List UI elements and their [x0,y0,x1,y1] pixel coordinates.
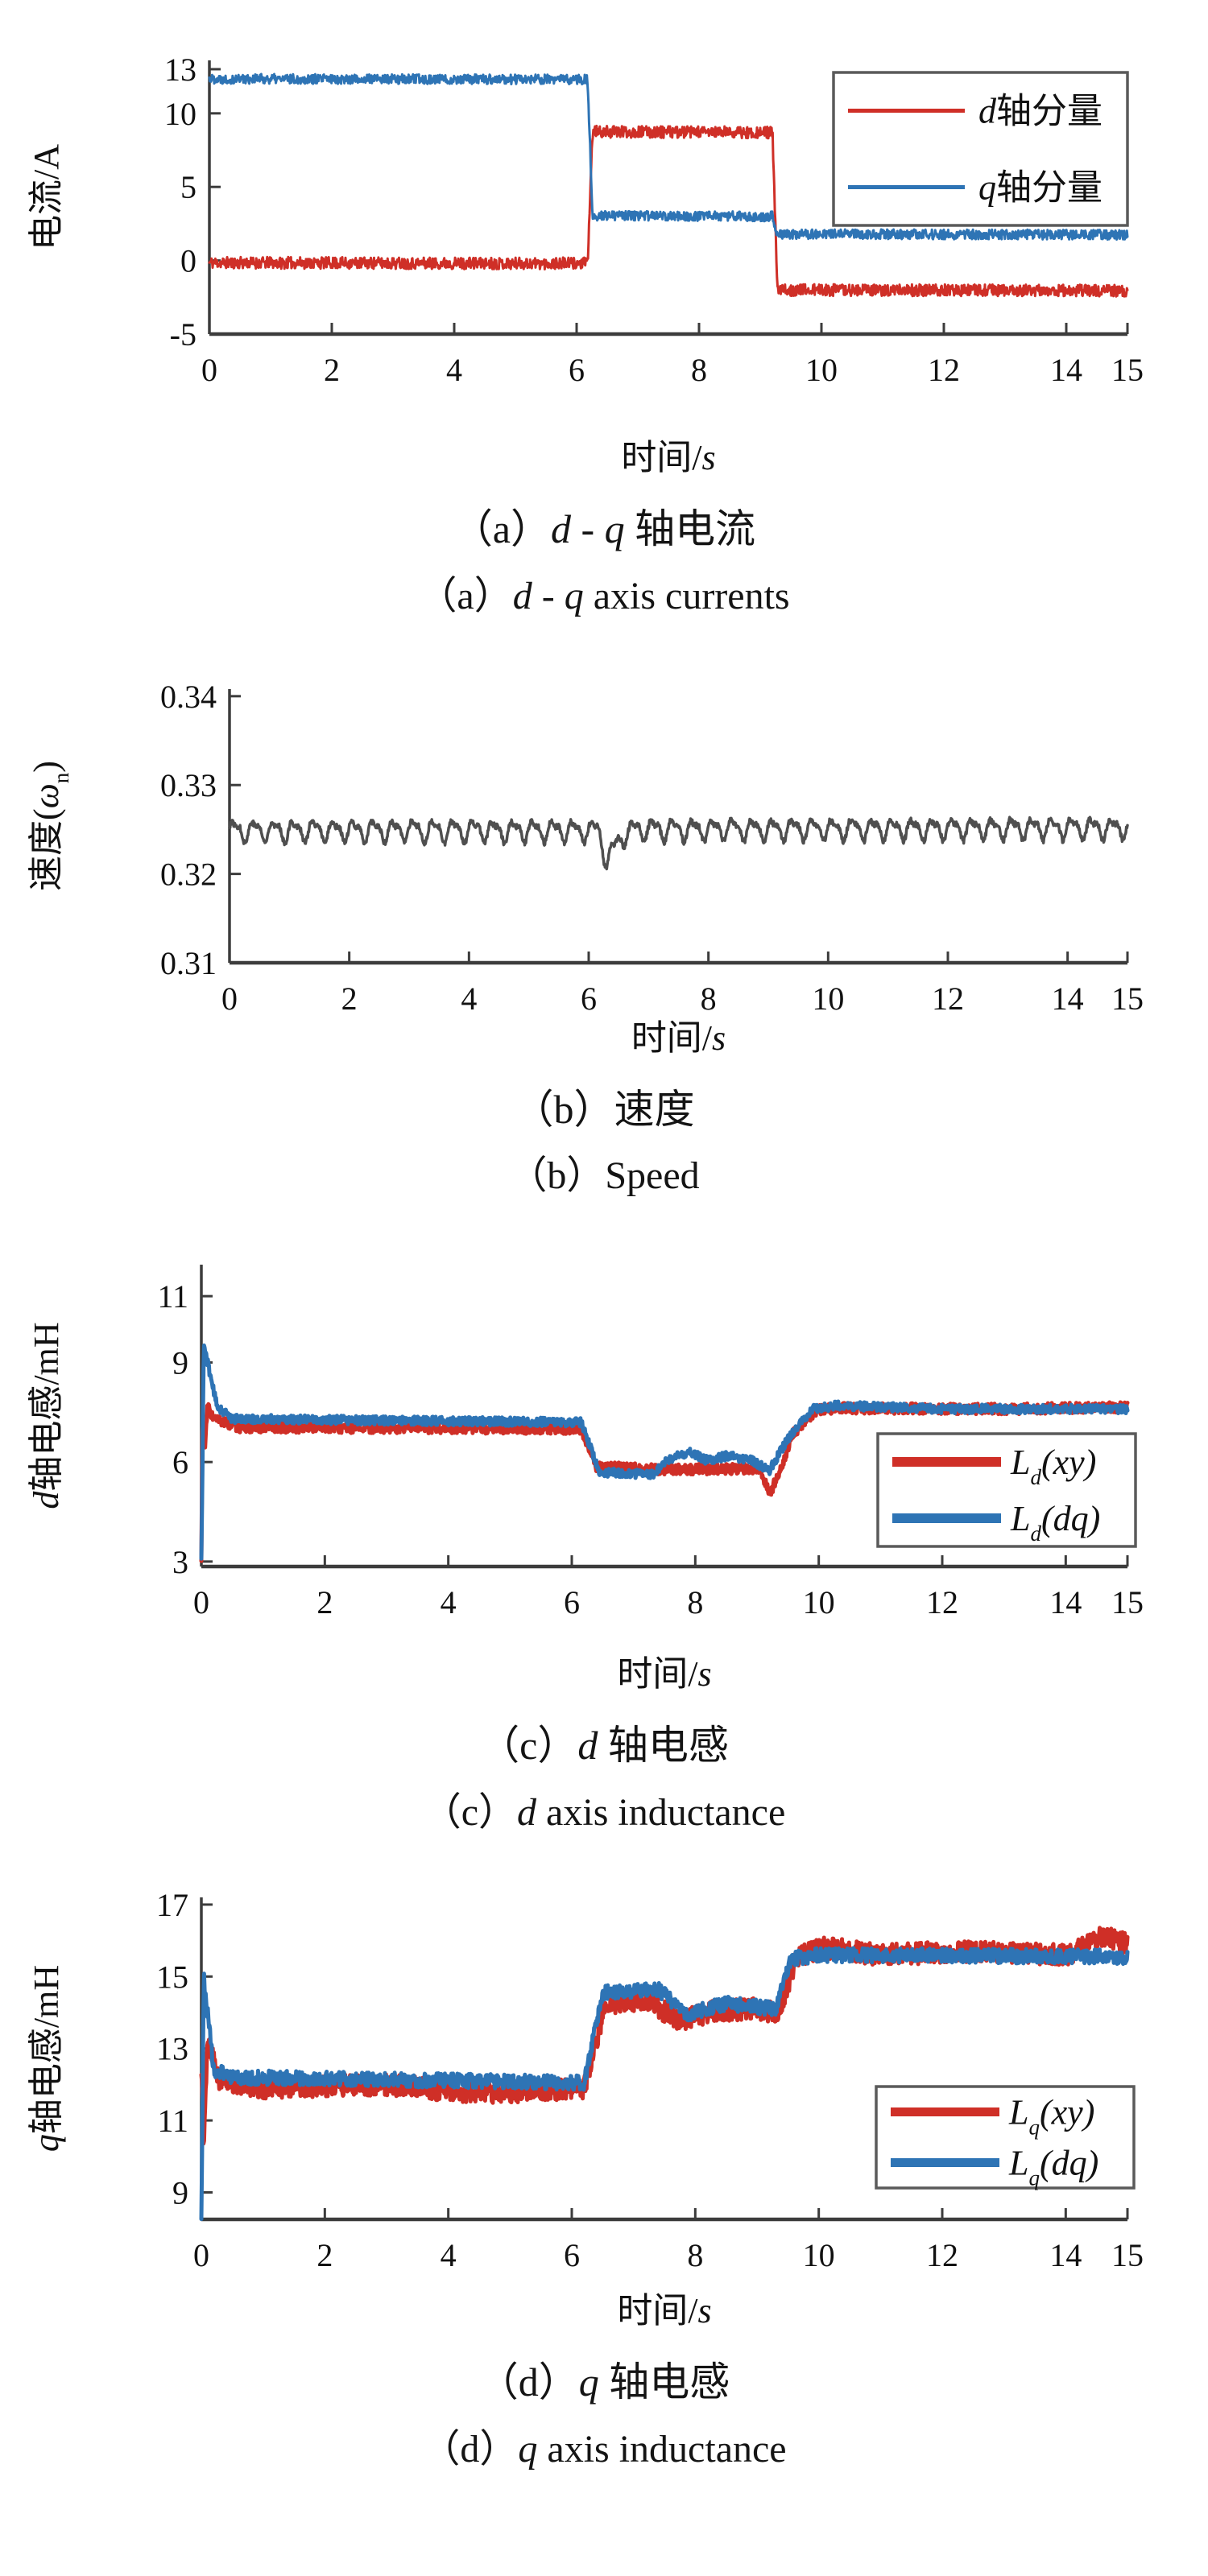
svg-text:8: 8 [701,980,717,1017]
svg-text:时间/s: 时间/s [617,2291,711,2330]
caption-d-zh: （d）q 轴电感 [478,2359,730,2405]
svg-text:-5: -5 [170,316,197,353]
caption-b-en: （b）Speed [508,1154,700,1198]
svg-text:0: 0 [201,352,217,388]
svg-text:0: 0 [221,980,238,1017]
svg-text:6: 6 [569,352,585,388]
svg-text:3: 3 [172,1544,188,1580]
svg-text:12: 12 [926,1584,958,1620]
panel-c: 0 2 4 6 8 10 12 14 15 11 9 6 3 时间/s d轴电感/mH Ld(xy) Ld(dq… [0,1245,1208,1835]
svg-text:0.33: 0.33 [160,767,217,803]
svg-text:0.34: 0.34 [160,679,217,715]
caption-c-en: （c）d axis inductance [422,1790,786,1834]
svg-text:Ld(xy): Ld(xy) [1010,1443,1096,1489]
svg-text:2: 2 [341,980,358,1017]
svg-text:10: 10 [164,96,197,132]
svg-text:2: 2 [316,1584,333,1620]
svg-text:14: 14 [1052,980,1084,1017]
svg-text:6: 6 [172,1445,188,1481]
svg-text:10: 10 [803,2237,835,2273]
svg-text:电流/A: 电流/A [27,144,66,250]
svg-text:6: 6 [564,2237,580,2273]
svg-text:Ld(dq): Ld(dq) [1010,1499,1100,1546]
svg-text:0: 0 [193,2237,209,2273]
svg-text:q轴电感/mH: q轴电感/mH [27,1965,66,2152]
svg-text:8: 8 [687,1584,703,1620]
svg-text:4: 4 [441,1584,457,1620]
svg-text:15: 15 [1111,980,1144,1017]
caption-d-en: （d）q axis inductance [421,2427,787,2471]
svg-text:q轴分量: q轴分量 [978,168,1103,208]
caption-b-zh: （b）速度 [513,1086,695,1132]
caption-c-zh: （c）d 轴电感 [479,1723,729,1769]
svg-text:时间/s: 时间/s [621,438,715,477]
svg-text:2: 2 [316,2237,333,2273]
svg-text:4: 4 [461,980,477,1017]
svg-text:12: 12 [932,980,964,1017]
svg-text:15: 15 [156,1959,188,1995]
svg-text:11: 11 [157,2103,188,2139]
svg-text:13: 13 [156,2031,188,2067]
svg-text:15: 15 [1111,2237,1144,2273]
svg-text:d轴电感/mH: d轴电感/mH [27,1323,66,1509]
svg-text:4: 4 [441,2237,457,2273]
caption-a-zh: （a）d - q 轴电流 [452,506,756,551]
svg-text:6: 6 [581,980,597,1017]
panel-d: 0 2 4 6 8 10 12 14 15 17 15 13 11 9 时间/s q轴电感/mH Lq(xy) L… [0,1881,1208,2471]
svg-text:14: 14 [1050,352,1082,388]
svg-text:17: 17 [156,1887,188,1923]
svg-text:10: 10 [803,1584,835,1620]
svg-text:15: 15 [1111,1584,1144,1620]
svg-text:10: 10 [812,980,844,1017]
svg-text:6: 6 [564,1584,580,1620]
svg-text:9: 9 [172,1345,188,1381]
svg-text:5: 5 [180,169,197,205]
svg-text:15: 15 [1111,352,1144,388]
svg-text:0.32: 0.32 [160,856,217,892]
chart-speed: 0 2 4 6 8 10 12 14 15 0.34 0.33 0.32 0.31 时间/s 速度(ωn) [27,679,1144,1058]
figure-page: 0 2 4 6 8 10 12 14 15 13 10 5 0 -5 时间/s 电流/A d轴分量 q轴分量 （a… [0,44,1208,2471]
svg-text:14: 14 [1049,1584,1082,1620]
svg-text:2: 2 [324,352,340,388]
svg-text:14: 14 [1049,2237,1082,2273]
chart-d-axis-inductance: 0 2 4 6 8 10 12 14 15 11 9 6 3 时间/s d轴电感/mH Ld(xy) Ld(dq… [27,1265,1144,1694]
panel-a: 0 2 4 6 8 10 12 14 15 13 10 5 0 -5 时间/s 电流/A d轴分量 q轴分量 （a… [0,44,1208,618]
svg-text:11: 11 [157,1279,188,1315]
svg-text:Lq(dq): Lq(dq) [1008,2144,1098,2190]
svg-text:10: 10 [805,352,838,388]
svg-text:0.31: 0.31 [160,945,217,981]
svg-text:Lq(xy): Lq(xy) [1008,2093,1094,2140]
caption-a-en: （a）d - q axis currents [418,574,790,617]
svg-text:13: 13 [164,52,197,88]
svg-text:速度(ωn): 速度(ωn) [27,761,73,891]
svg-text:8: 8 [687,2237,703,2273]
svg-text:0: 0 [180,243,197,279]
chart-q-axis-inductance: 0 2 4 6 8 10 12 14 15 17 15 13 11 9 时间/s q轴电感/mH Lq(xy)L… [27,1887,1144,2330]
svg-text:8: 8 [691,352,707,388]
svg-text:时间/s: 时间/s [631,1018,726,1058]
svg-text:d轴分量: d轴分量 [978,92,1103,131]
svg-text:12: 12 [926,2237,958,2273]
svg-text:4: 4 [446,352,462,388]
svg-text:12: 12 [928,352,960,388]
svg-text:9: 9 [172,2175,188,2211]
panel-b: 0 2 4 6 8 10 12 14 15 0.34 0.33 0.32 0.31 时间/s 速度(ωn) … [0,665,1208,1199]
svg-text:0: 0 [193,1584,209,1620]
svg-text:时间/s: 时间/s [617,1654,711,1694]
